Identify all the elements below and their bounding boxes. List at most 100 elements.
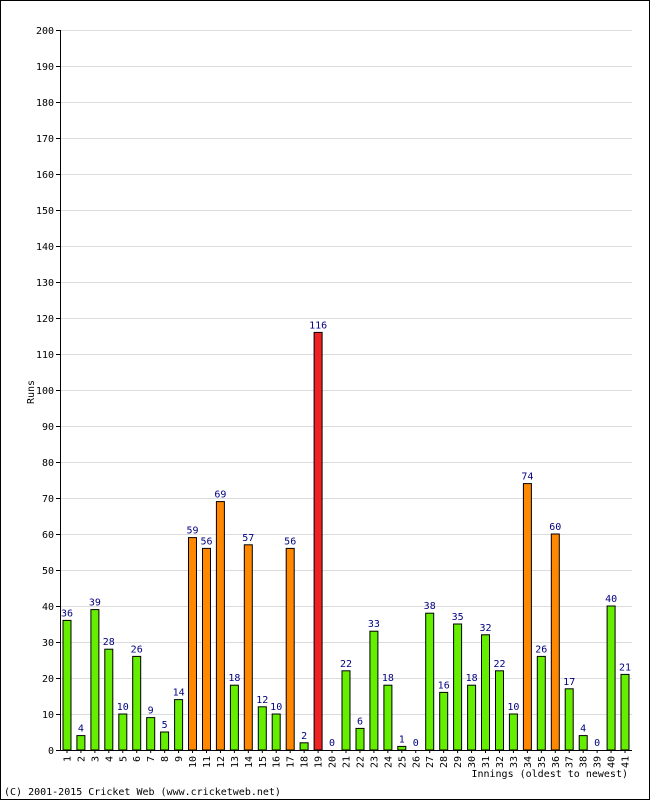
x-axis-title: Innings (oldest to newest) [471, 769, 628, 780]
bar-innings-21 [341, 670, 351, 751]
value-label-30: 18 [466, 673, 478, 684]
bar-innings-2 [76, 735, 86, 751]
x-tick-label-10: 10 [188, 756, 199, 768]
value-label-18: 2 [301, 731, 307, 742]
value-label-6: 26 [131, 644, 143, 655]
y-tick-label-130: 130 [36, 278, 54, 289]
value-label-27: 38 [424, 601, 436, 612]
value-label-29: 35 [452, 612, 464, 623]
value-label-3: 39 [89, 598, 101, 609]
x-tick-label-16: 16 [272, 756, 283, 768]
y-tick-label-30: 30 [42, 638, 54, 649]
value-label-1: 36 [61, 608, 73, 619]
x-tick-label-36: 36 [551, 756, 562, 768]
value-label-15: 12 [256, 695, 268, 706]
x-tick-label-15: 15 [258, 756, 269, 768]
bar-innings-33 [508, 713, 518, 751]
x-tick-label-14: 14 [244, 756, 255, 768]
bar-innings-40 [606, 605, 616, 751]
x-axis-ticks: 1 2 3 4 5 6 7 8 9 10 11 12 13 14 15 16 17 18 19 20 21 22 23 24 2… [63, 750, 632, 768]
bars [62, 331, 630, 751]
x-tick-label-20: 20 [328, 756, 339, 768]
bar-innings-5 [118, 713, 128, 751]
value-label-9: 14 [173, 688, 185, 699]
bar-innings-17 [285, 547, 295, 751]
value-label-39: 0 [594, 738, 600, 749]
value-label-34: 74 [521, 472, 533, 483]
bar-innings-35 [536, 655, 546, 751]
value-label-10: 59 [186, 526, 198, 537]
y-tick-label-180: 180 [36, 98, 54, 109]
bar-innings-1 [62, 619, 72, 751]
bar-innings-8 [160, 731, 170, 751]
y-tick-label-110: 110 [36, 350, 54, 361]
gridlines [60, 30, 632, 715]
y-tick-label-90: 90 [42, 422, 54, 433]
x-tick-label-13: 13 [230, 756, 241, 768]
bar-innings-10 [188, 537, 197, 751]
y-tick-label-190: 190 [36, 62, 54, 73]
y-tick-label-170: 170 [36, 134, 54, 145]
bar-innings-13 [229, 684, 239, 751]
y-axis-title: Runs [26, 380, 37, 404]
x-tick-label-7: 7 [146, 756, 157, 762]
x-tick-label-19: 19 [314, 756, 325, 768]
value-label-32: 22 [493, 659, 505, 670]
x-tick-label-33: 33 [509, 756, 520, 768]
x-tick-label-29: 29 [453, 756, 464, 768]
x-tick-label-18: 18 [300, 756, 311, 768]
x-tick-label-26: 26 [411, 756, 422, 768]
value-label-26: 0 [413, 738, 419, 749]
y-tick-label-10: 10 [42, 710, 54, 721]
x-tick-label-37: 37 [565, 756, 576, 768]
y-tick-label-80: 80 [42, 458, 54, 469]
x-tick-label-40: 40 [607, 756, 618, 768]
value-label-33: 10 [507, 702, 519, 713]
bar-innings-31 [481, 634, 490, 751]
y-tick-label-160: 160 [36, 170, 54, 181]
x-tick-label-6: 6 [132, 756, 143, 762]
x-tick-label-8: 8 [160, 756, 171, 762]
x-tick-label-5: 5 [118, 756, 129, 762]
x-tick-label-28: 28 [439, 756, 450, 768]
value-label-23: 33 [368, 619, 380, 630]
y-tick-label-120: 120 [36, 314, 54, 325]
bar-innings-22 [355, 727, 365, 751]
bar-innings-29 [453, 623, 463, 751]
y-tick-label-150: 150 [36, 206, 54, 217]
value-label-11: 56 [200, 536, 212, 547]
bar-innings-9 [174, 699, 184, 751]
x-tick-label-27: 27 [425, 756, 436, 768]
y-tick-label-40: 40 [42, 602, 54, 613]
y-tick-label-200: 200 [36, 26, 54, 37]
y-tick-label-60: 60 [42, 530, 54, 541]
x-tick-label-3: 3 [90, 756, 101, 762]
value-label-35: 26 [535, 644, 547, 655]
x-tick-label-17: 17 [286, 756, 297, 768]
x-tick-label-4: 4 [104, 756, 115, 762]
y-tick-label-100: 100 [36, 386, 54, 397]
value-label-16: 10 [270, 702, 282, 713]
y-tick-label-20: 20 [42, 674, 54, 685]
bar-innings-19 [313, 331, 323, 751]
x-tick-label-25: 25 [397, 756, 408, 768]
value-label-4: 28 [103, 637, 115, 648]
y-tick-label-70: 70 [42, 494, 54, 505]
bar-innings-34 [522, 483, 532, 751]
bar-innings-12 [215, 501, 225, 751]
bar-innings-23 [369, 630, 379, 751]
value-label-40: 40 [605, 594, 617, 605]
value-label-7: 9 [148, 706, 154, 717]
bar-innings-7 [146, 717, 156, 751]
y-tick-label-50: 50 [42, 566, 54, 577]
value-label-14: 57 [242, 533, 254, 544]
x-tick-label-11: 11 [202, 756, 213, 768]
value-label-12: 69 [214, 490, 226, 501]
x-tick-label-24: 24 [383, 756, 394, 768]
bar-innings-3 [90, 609, 100, 751]
bar-innings-37 [564, 688, 574, 751]
x-tick-label-34: 34 [523, 756, 534, 768]
copyright-footer: (C) 2001-2015 Cricket Web (www.cricketwe… [4, 787, 281, 798]
x-tick-label-9: 9 [174, 756, 185, 762]
value-labels: 3643928102695145956691857121056211602263… [61, 320, 631, 749]
